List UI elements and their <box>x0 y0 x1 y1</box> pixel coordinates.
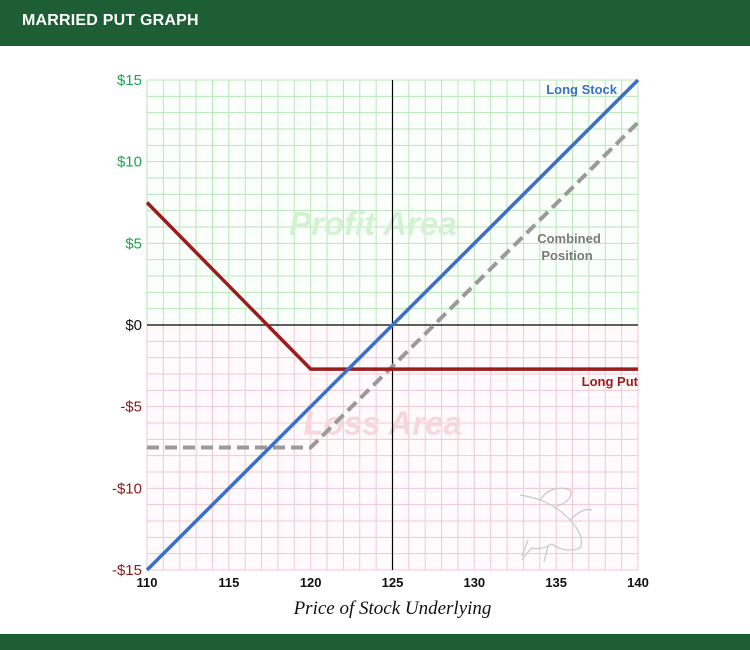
y-tick-label: -$10 <box>112 480 142 497</box>
x-tick-label: 120 <box>300 575 322 590</box>
y-tick-label: $0 <box>125 317 142 334</box>
series-label-long-stock: Long Stock <box>546 82 618 97</box>
y-tick-label: -$15 <box>112 562 142 579</box>
page-title: MARRIED PUT GRAPH <box>22 12 199 29</box>
x-tick-label: 115 <box>218 575 239 590</box>
series-label-long-put: Long Put <box>582 374 639 389</box>
pig-outline <box>519 494 583 561</box>
x-axis-label: Price of Stock Underlying <box>293 598 492 619</box>
loss-area-label: Loss Area <box>304 404 462 441</box>
x-tick-label: 110 <box>137 575 158 590</box>
series-label-line: Position <box>541 248 592 263</box>
profit-area-label: Profit Area <box>289 205 456 242</box>
footer-bar <box>0 634 750 650</box>
x-tick-label: 135 <box>545 575 567 590</box>
y-tick-label: $10 <box>117 154 142 171</box>
series-line-long-stock <box>145 78 640 572</box>
series-line-combined-position <box>147 121 640 450</box>
series-label-combined-position: Combined Position <box>537 231 601 263</box>
series-label-line: Combined <box>537 231 601 246</box>
pig-wing <box>539 487 572 507</box>
series-line-long-put <box>145 201 638 371</box>
x-tick-label: 140 <box>627 575 649 590</box>
pig-snout <box>569 508 593 521</box>
y-tick-label: -$5 <box>120 399 142 416</box>
header-bar: MARRIED PUT GRAPH <box>0 0 750 46</box>
pig-legs <box>521 539 549 563</box>
y-tick-label: $15 <box>117 72 142 89</box>
x-tick-label: 125 <box>382 575 404 590</box>
y-tick-label: $5 <box>125 235 142 252</box>
x-tick-label: 130 <box>463 575 485 590</box>
flying-pig-watermark <box>519 487 593 563</box>
